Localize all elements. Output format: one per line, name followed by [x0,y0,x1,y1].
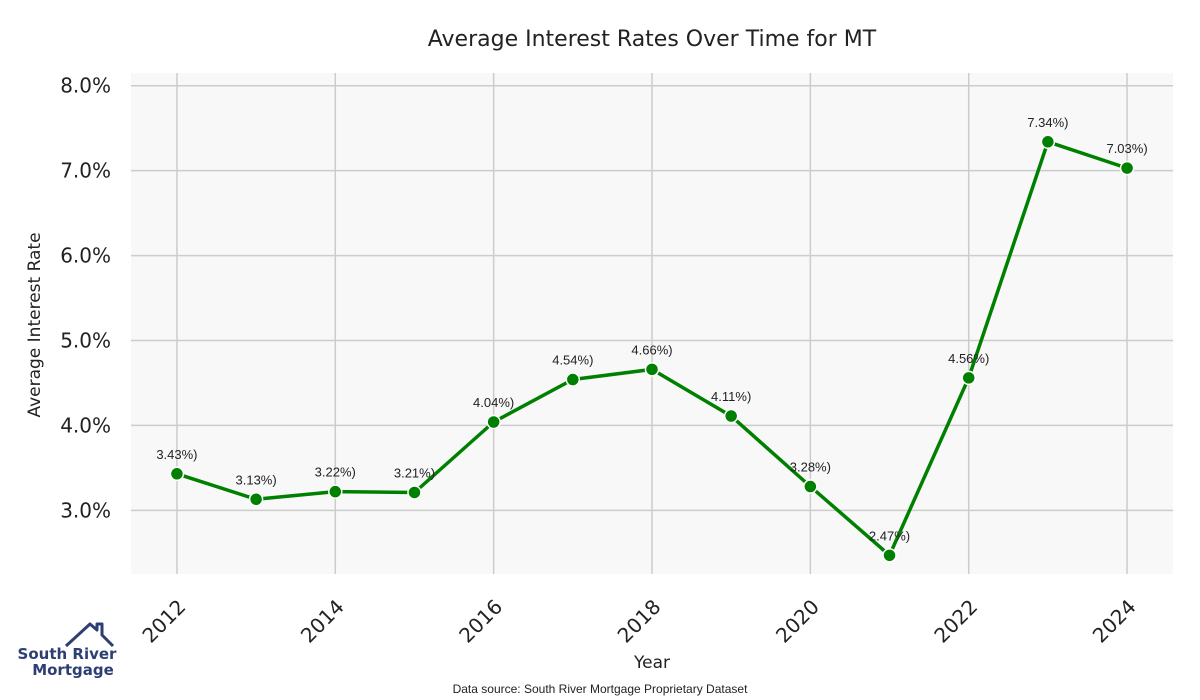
x-tick-label: 2020 [771,595,824,648]
logo-line1: South River [18,645,118,663]
data-point [723,408,739,424]
x-tick-label: 2024 [1088,595,1141,648]
y-tick-label: 6.0% [60,244,111,268]
data-points [169,134,1135,563]
house-roof-icon [64,622,115,648]
data-point [882,548,897,563]
x-tick-label: 2016 [454,595,507,648]
data-label: 3.43%) [156,447,197,462]
y-axis-ticks: 3.0% 4.0% 5.0% 6.0% 7.0% 8.0% [60,74,111,523]
data-point [644,362,660,377]
data-labels: 3.43%) 3.13%) 3.22%) 3.21%) 4.04%) 4.54%) 4.66… [156,115,1147,544]
data-point [1119,160,1135,176]
data-point [407,485,422,500]
data-point [328,484,343,499]
data-label: 4.66%) [631,342,672,357]
data-point [803,479,818,494]
logo-line2: Mortgage [32,661,114,679]
data-point [565,372,581,387]
data-point [248,492,264,507]
y-tick-label: 7.0% [60,159,111,183]
data-label: 4.04%) [473,395,514,410]
data-point [961,370,976,386]
data-label: 3.22%) [315,465,356,480]
data-label: 3.21%) [394,465,435,480]
x-tick-label: 2022 [929,595,982,648]
y-tick-label: 3.0% [60,498,111,522]
y-axis-label: Average Interest Rate [25,232,45,417]
x-tick-label: 2018 [613,595,666,648]
data-label: 7.34%) [1027,115,1068,130]
x-axis-ticks: 2012 2014 2016 2018 2020 2022 2024 [137,595,1140,648]
x-tick-label: 2012 [137,595,190,648]
x-tick-label: 2014 [296,595,349,648]
chart-title: Average Interest Rates Over Time for MT [428,27,877,52]
x-axis-label: Year [633,653,670,673]
data-label: 4.11%) [711,389,751,404]
data-point [169,466,185,482]
data-label: 4.54%) [552,353,593,368]
data-label: 3.28%) [790,460,831,475]
y-tick-label: 8.0% [60,74,111,98]
y-tick-label: 5.0% [60,328,111,352]
data-label: 2.47%) [869,528,910,543]
data-label: 4.56%) [948,351,989,366]
data-point [486,414,501,430]
logo: South River Mortgage [18,622,118,679]
source-note: Data source: South River Mortgage Propri… [453,682,748,696]
data-label: 3.13%) [236,472,277,487]
data-label: 7.03%) [1106,141,1147,156]
y-tick-label: 4.0% [60,413,111,437]
data-point [1040,134,1056,150]
